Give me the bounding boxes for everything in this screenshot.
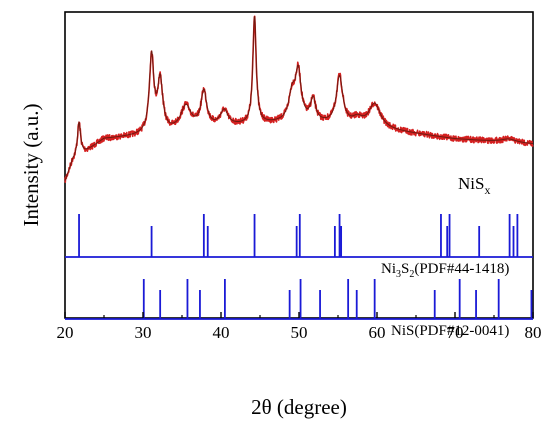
x-axis-title: 2θ (degree): [251, 395, 347, 419]
pattern-line: [64, 16, 534, 181]
xrd-pattern: [64, 15, 534, 184]
x-tick-label: 30: [135, 323, 152, 342]
x-tick-label: 80: [525, 323, 542, 342]
nis-reference: [65, 279, 533, 320]
nis-reference-label: NiS(PDF#12-0041): [391, 323, 509, 339]
reference-patterns: [65, 214, 533, 320]
x-tick-label: 70: [447, 323, 464, 342]
y-axis-title: Intensity (a.u.): [19, 103, 43, 226]
x-tick-label: 40: [213, 323, 230, 342]
x-tick-label: 20: [57, 323, 74, 342]
x-tick-label: 60: [369, 323, 386, 342]
sample-label: NiSx: [458, 174, 490, 197]
x-axis-ticks: 20 30 40 50 60 70 80: [57, 312, 542, 342]
x-tick-label: 50: [291, 323, 308, 342]
ni3s2-reference-label: Ni3S2(PDF#44-1418): [381, 261, 509, 280]
pattern-noise-band: [64, 15, 534, 184]
ni3s2-reference: [65, 214, 533, 258]
